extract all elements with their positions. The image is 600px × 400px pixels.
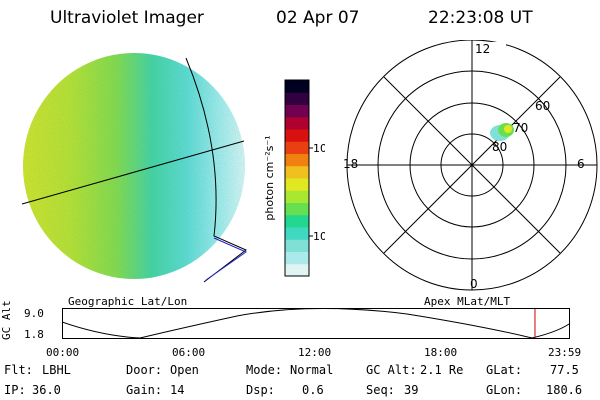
glat-label: GLat: — [486, 363, 523, 377]
limb-line — [185, 57, 247, 283]
dsp-label: Dsp: — [246, 383, 275, 397]
mlt-label-0: 0 — [470, 277, 478, 291]
colorbar-swatch — [285, 141, 309, 154]
seq-value: 39 — [404, 383, 419, 397]
colorbar-swatch — [285, 202, 309, 216]
colorbar-swatch — [285, 92, 309, 105]
colorbar-axis-label: photon cm⁻²s⁻¹ — [263, 135, 276, 220]
colorbar-swatch — [285, 104, 309, 118]
glon-value: 180.6 — [546, 383, 583, 397]
colorbar-swatch — [285, 263, 309, 277]
lat-label-60: 60 — [535, 99, 550, 113]
filter-label: Flt: — [4, 363, 33, 377]
colorbar-swatch — [285, 190, 309, 203]
mlt-label-6: 6 — [577, 157, 585, 171]
colorbar-swatch — [285, 116, 309, 130]
seq-label: Seq: — [366, 383, 395, 397]
colorbar-swatch — [285, 153, 309, 167]
colorbar-tick-label: 100 — [313, 142, 325, 155]
glat-value: 77.5 — [550, 363, 579, 377]
ip-label: IP: — [4, 383, 26, 397]
colorbar-swatch — [285, 165, 309, 179]
glon-label: GLon: — [486, 383, 523, 397]
timeline-xtick-0: 00:00 — [46, 346, 80, 359]
image-date: 02 Apr 07 — [276, 8, 360, 28]
door-value: Open — [170, 363, 199, 377]
colorbar-swatch — [285, 239, 309, 252]
app-title: Ultraviolet Imager — [50, 8, 204, 28]
filter-value: LBHL — [42, 363, 71, 377]
timeline-plot — [62, 308, 570, 339]
orbit-segment — [205, 237, 248, 281]
mlt-label-18: 18 — [343, 157, 358, 171]
geo-panel-label: Geographic Lat/Lon — [68, 295, 188, 308]
colorbar-swatch — [285, 178, 309, 191]
lat-label-80: 80 — [492, 140, 507, 154]
mlt-label-12: 12 — [475, 42, 490, 56]
polar-panel-label: Apex MLat/MLT — [424, 295, 511, 308]
gain-value: 14 — [170, 383, 185, 397]
dsp-value: 0.6 — [302, 383, 324, 397]
ip-value: 36.0 — [32, 383, 61, 397]
colorbar-swatch — [285, 251, 309, 265]
lat-label-70: 70 — [513, 121, 528, 135]
colorbar-swatch — [285, 214, 309, 228]
timeline-xtick-4: 23:59 — [548, 346, 582, 359]
lat-line — [21, 140, 245, 205]
earth-disk-image — [21, 53, 248, 283]
image-time: 22:23:08 UT — [428, 8, 533, 28]
timeline-ytick-bottom: 1.8 — [24, 328, 44, 341]
polar-plot: 12 0 18 6 60 70 80 — [343, 40, 598, 291]
timeline-xtick-1: 06:00 — [172, 346, 206, 359]
timeline-xtick-2: 12:00 — [298, 346, 332, 359]
altitude-curve — [62, 308, 570, 339]
colorbar-swatch — [285, 80, 309, 93]
colorbar: 100 10 photon cm⁻²s⁻¹ — [263, 79, 325, 277]
colorbar-swatch — [285, 129, 309, 142]
colorbar-tick-label: 10 — [313, 230, 325, 243]
timeline-xtick-3: 18:00 — [424, 346, 458, 359]
timeline-axis-label: GC Alt — [0, 300, 13, 340]
door-label: Door: — [126, 363, 163, 377]
colorbar-swatch — [285, 227, 309, 240]
gcalt-label: GC Alt: — [366, 363, 417, 377]
mode-value: Normal — [290, 363, 334, 377]
gcalt-value: 2.1 Re — [420, 363, 464, 377]
aurora-spot — [490, 123, 514, 141]
gain-label: Gain: — [126, 383, 163, 397]
timeline-ytick-top: 9.0 — [24, 307, 44, 320]
mode-label: Mode: — [246, 363, 283, 377]
